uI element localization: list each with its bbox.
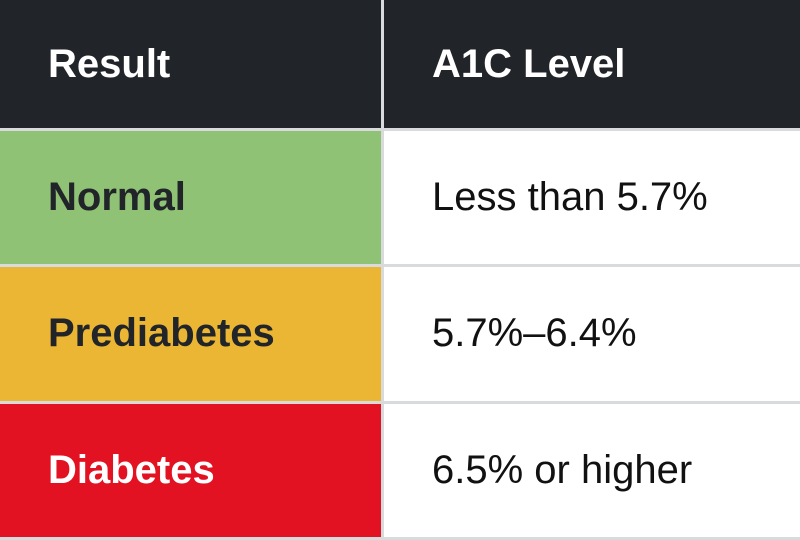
header-cell: A1C Level bbox=[384, 0, 800, 128]
header-row: Result A1C Level bbox=[0, 0, 800, 128]
row: Normal Less than 5.7% bbox=[0, 131, 800, 265]
level-cell: Less than 5.7% bbox=[384, 131, 800, 265]
result-cell: Diabetes bbox=[0, 403, 381, 537]
result-cell: Normal bbox=[0, 131, 381, 265]
row: Diabetes 6.5% or higher bbox=[0, 403, 800, 537]
level-cell: 6.5% or higher bbox=[384, 403, 800, 537]
header-cell: Result bbox=[0, 0, 381, 128]
row: Prediabetes 5.7%–6.4% bbox=[0, 267, 800, 401]
level-cell: 5.7%–6.4% bbox=[384, 267, 800, 401]
result-cell: Prediabetes bbox=[0, 267, 381, 401]
